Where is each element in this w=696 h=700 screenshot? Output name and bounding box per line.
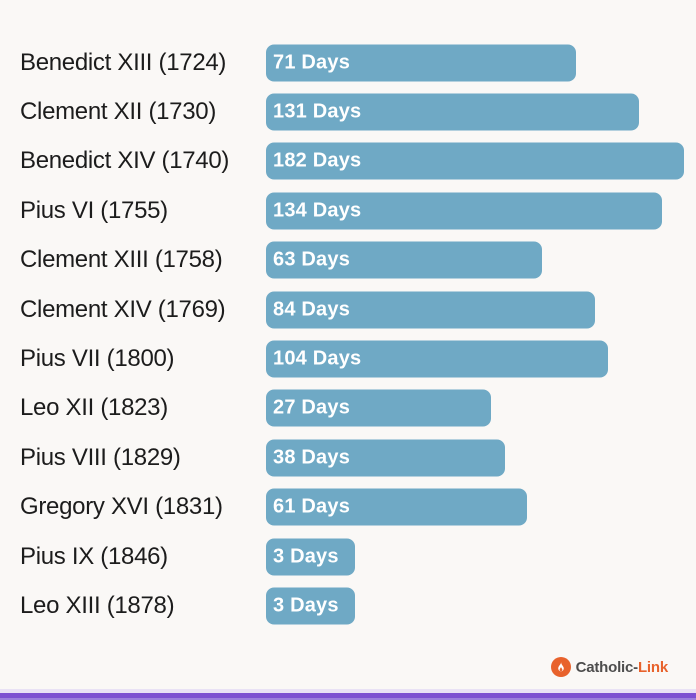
duration-bar: 134 Days	[266, 192, 662, 230]
pope-label: Leo XII (1823)	[20, 394, 168, 422]
bar-value-label: 182 Days	[273, 149, 362, 172]
duration-bar: 104 Days	[266, 340, 608, 378]
duration-bar: 131 Days	[266, 93, 639, 131]
stripe-light-band	[0, 689, 696, 693]
pope-label: Clement XIII (1758)	[20, 246, 223, 274]
bar-value-label: 38 Days	[273, 446, 351, 469]
chart-row: Pius VIII (1829) 38 Days	[0, 433, 696, 482]
pope-label: Gregory XVI (1831)	[20, 493, 223, 521]
chart-row: Leo XII (1823) 27 Days	[0, 384, 696, 433]
chart-row: Benedict XIV (1740) 182 Days	[0, 137, 696, 186]
duration-bar: 3 Days	[266, 587, 355, 625]
duration-bar: 27 Days	[266, 389, 491, 427]
duration-bar: 182 Days	[266, 142, 684, 180]
pope-label: Pius IX (1846)	[20, 542, 168, 570]
bar-value-label: 63 Days	[273, 248, 351, 271]
bar-value-label: 27 Days	[273, 396, 351, 419]
chart-row: Clement XII (1730) 131 Days	[0, 87, 696, 136]
pope-label: Pius VIII (1829)	[20, 443, 181, 471]
bar-value-label: 61 Days	[273, 495, 351, 518]
chart-row: Benedict XIII (1724) 71 Days	[0, 38, 696, 87]
pope-label: Benedict XIII (1724)	[20, 48, 227, 76]
pope-label: Leo XIII (1878)	[20, 591, 175, 619]
chart-row: Leo XIII (1878) 3 Days	[0, 581, 696, 630]
chart-row: Clement XIII (1758) 63 Days	[0, 236, 696, 285]
chart-row: Clement XIV (1769) 84 Days	[0, 285, 696, 334]
duration-bar: 3 Days	[266, 538, 355, 576]
duration-bar: 61 Days	[266, 488, 527, 526]
chart-row: Pius IX (1846) 3 Days	[0, 532, 696, 581]
pope-label: Clement XII (1730)	[20, 98, 217, 126]
chart-row: Gregory XVI (1831) 61 Days	[0, 483, 696, 532]
brand-prefix: Catholic-	[575, 658, 639, 676]
bar-value-label: 104 Days	[273, 347, 362, 370]
catholic-link-logo: Catholic-Link	[550, 657, 669, 677]
duration-bar: 38 Days	[266, 439, 505, 477]
bottom-stripe	[0, 689, 696, 700]
pope-label: Pius VII (1800)	[20, 345, 175, 373]
flame-icon	[550, 657, 571, 677]
bar-value-label: 134 Days	[273, 199, 362, 222]
pope-label: Pius VI (1755)	[20, 196, 168, 224]
duration-bar: 63 Days	[266, 241, 542, 279]
brand-wordmark: Catholic-Link	[575, 658, 669, 676]
bar-value-label: 3 Days	[273, 545, 339, 568]
chart-row: Pius VII (1800) 104 Days	[0, 334, 696, 383]
stripe-dark-band	[0, 693, 696, 698]
bar-value-label: 84 Days	[273, 298, 351, 321]
bar-value-label: 3 Days	[273, 594, 339, 617]
conclave-duration-bar-chart: Benedict XIII (1724) 71 Days Clement XII (…	[0, 38, 696, 631]
pope-label: Benedict XIV (1740)	[20, 147, 230, 175]
bar-value-label: 71 Days	[273, 51, 351, 74]
stripe-bottom-band	[0, 698, 696, 700]
duration-bar: 71 Days	[266, 44, 576, 82]
bar-value-label: 131 Days	[273, 100, 362, 123]
duration-bar: 84 Days	[266, 291, 595, 329]
chart-row: Pius VI (1755) 134 Days	[0, 186, 696, 235]
pope-label: Clement XIV (1769)	[20, 295, 226, 323]
brand-suffix: Link	[637, 658, 668, 676]
